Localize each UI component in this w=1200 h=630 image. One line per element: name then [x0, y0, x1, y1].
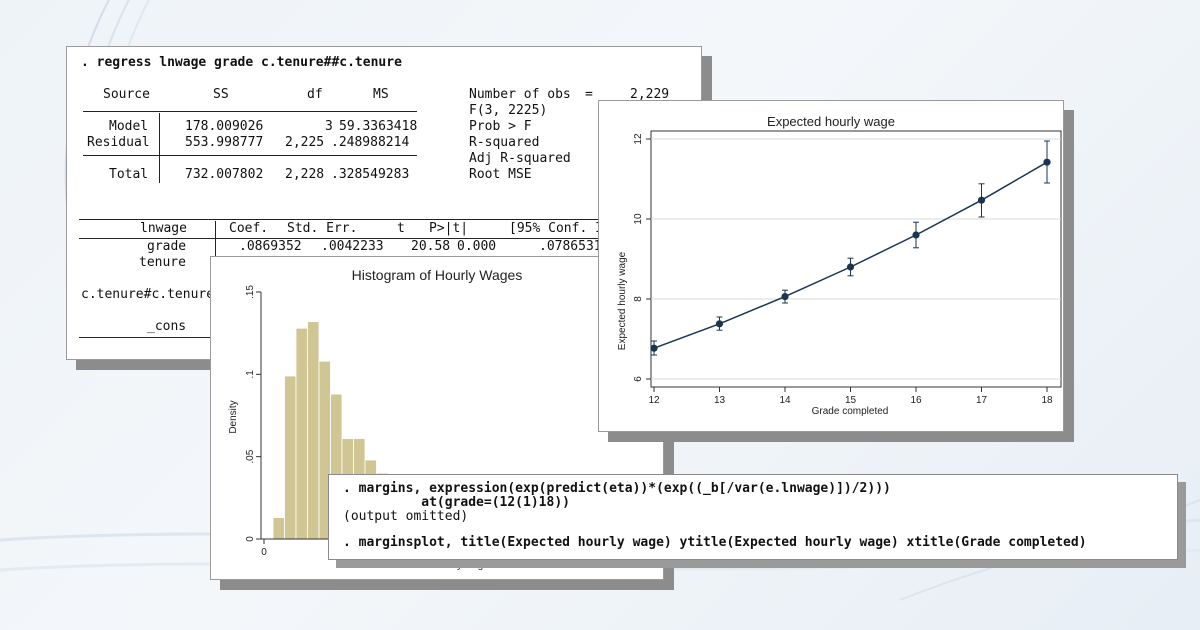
anova-row-residual-source: Residual [87, 135, 150, 150]
histogram-bar [284, 375, 297, 540]
stat-equals: = [585, 87, 593, 102]
marginsplot-point [1043, 158, 1051, 166]
output-omitted-note: (output omitted) [343, 509, 469, 524]
margins-command-line2: at(grade=(12(1)18)) [343, 495, 570, 510]
coef-header-coef: Coef. [229, 221, 269, 236]
marginsplot-y-tick-label: 12 [633, 133, 644, 145]
marginsplot-y-axis-label: Expected hourly wage [617, 251, 628, 350]
anova-row-model-df: 3 [325, 119, 333, 134]
coef-header-rule [79, 238, 699, 239]
coef-row-grade-ci: .0786531 [539, 239, 602, 254]
stat-label-adj-r2: Adj R-squared [469, 151, 571, 166]
anova-header-source: Source [103, 87, 150, 102]
marginsplot-x-tick-label: 15 [845, 395, 857, 406]
anova-row-model-source: Model [109, 119, 149, 134]
anova-total-ms: .328549283 [331, 167, 410, 182]
histogram-y-tick-label: .15 [245, 285, 256, 299]
coef-row-grade-p: 0.000 [457, 239, 497, 254]
marginsplot-y-tick-label: 6 [633, 376, 644, 382]
coef-row-grade-se: .0042233 [321, 239, 384, 254]
anova-total-source: Total [109, 167, 149, 182]
stat-label-f: F(3, 2225) [469, 103, 548, 118]
anova-header-ms: MS [373, 87, 389, 102]
marginsplot-point [650, 344, 658, 352]
marginsplot-x-tick-label: 18 [1041, 395, 1053, 406]
marginsplot-point [912, 231, 920, 239]
histogram-y-tick-label: 0 [245, 536, 256, 542]
anova-row-residual-df: 2,225 [285, 135, 325, 150]
stat-label-nobs: Number of obs [469, 87, 571, 102]
regress-command: . regress lnwage grade c.tenure##c.tenur… [81, 55, 402, 70]
anova-row-model-ss: 178.009026 [185, 119, 264, 134]
marginsplot-y-tick-label: 10 [633, 213, 644, 225]
coef-header-se: Std. Err. [287, 221, 358, 236]
marginsplot-point [781, 293, 789, 301]
stat-label-prob: Prob > F [469, 119, 532, 134]
coef-header-p: P>|t| [429, 221, 469, 236]
coef-bottom-rule [79, 337, 219, 338]
anova-row-residual-ss: 553.998777 [185, 135, 264, 150]
marginsplot-title: Expected hourly wage [767, 114, 895, 129]
marginsplot-x-tick-label: 17 [976, 395, 988, 406]
coef-row-grade-coef: .0869352 [239, 239, 302, 254]
marginsplot-x-tick-label: 16 [910, 395, 922, 406]
marginsplot-x-tick-label: 13 [714, 395, 726, 406]
marginsplot-command: . marginsplot, title(Expected hourly wag… [343, 535, 1087, 550]
marginsplot-series-line [653, 161, 1048, 349]
histogram-bar [295, 327, 308, 540]
coef-header-ci: [95% Conf. In [509, 221, 611, 236]
anova-total-df: 2,228 [285, 167, 325, 182]
marginsplot-point [977, 196, 986, 204]
coef-row-cons-label: _cons [147, 319, 187, 334]
coef-top-rule [79, 219, 699, 220]
histogram-bar [272, 517, 285, 540]
marginsplot-y-tick-label: 8 [633, 296, 644, 302]
anova-row-residual-ms: .248988214 [331, 135, 410, 150]
histogram-x-axis-label: Hourly wage [433, 560, 489, 571]
marginsplot-point [715, 320, 724, 328]
marginsplot-x-axis-label: Grade completed [812, 406, 889, 417]
stat-value-nobs: 2,229 [630, 87, 670, 102]
marginsplot-plot-frame [650, 130, 1062, 388]
stat-label-rmse: Root MSE [469, 167, 532, 182]
marginsplot-x-tick-label: 12 [648, 395, 660, 406]
marginsplot-graph-window: Expected hourly wage 12 13 14 15 16 17 18 6 8 10… [598, 100, 1064, 432]
marginsplot-point [846, 263, 855, 271]
stat-label-r2: R-squared [469, 135, 540, 150]
anova-divider [159, 113, 160, 183]
anova-total-ss: 732.007802 [185, 167, 264, 182]
marginsplot-x-tick-label: 14 [779, 395, 791, 406]
histogram-title: Histogram of Hourly Wages [351, 267, 523, 283]
anova-header-df: df [307, 87, 323, 102]
anova-header-rule [83, 111, 417, 112]
coef-header-t: t [397, 221, 405, 236]
histogram-x-tick-label: 0 [261, 547, 267, 558]
histogram-y-axis-label: Density [228, 400, 239, 433]
coef-row-tenure-label: tenure [139, 255, 186, 270]
histogram-y-tick-label: .1 [245, 370, 256, 379]
coef-row-interaction-label: c.tenure#c.tenure [81, 287, 215, 302]
histogram-bar [307, 321, 320, 540]
marginsplot-plot: 12 13 14 15 16 17 18 6 8 10 12 Expected hourly wa… [617, 130, 1062, 417]
coef-row-grade-label: grade [147, 239, 187, 254]
anova-header-ss: SS [213, 87, 229, 102]
coef-row-grade-t: 20.58 [411, 239, 451, 254]
anova-row-model-ms: 59.3363418 [339, 119, 418, 134]
coef-header-var: lnwage [140, 221, 187, 236]
stata-commands-box: . margins, expression(exp(predict(eta))*… [328, 474, 1178, 560]
histogram-y-tick-label: .05 [245, 449, 256, 463]
margins-command-line1: . margins, expression(exp(predict(eta))*… [343, 481, 891, 496]
anova-total-rule [83, 155, 417, 156]
